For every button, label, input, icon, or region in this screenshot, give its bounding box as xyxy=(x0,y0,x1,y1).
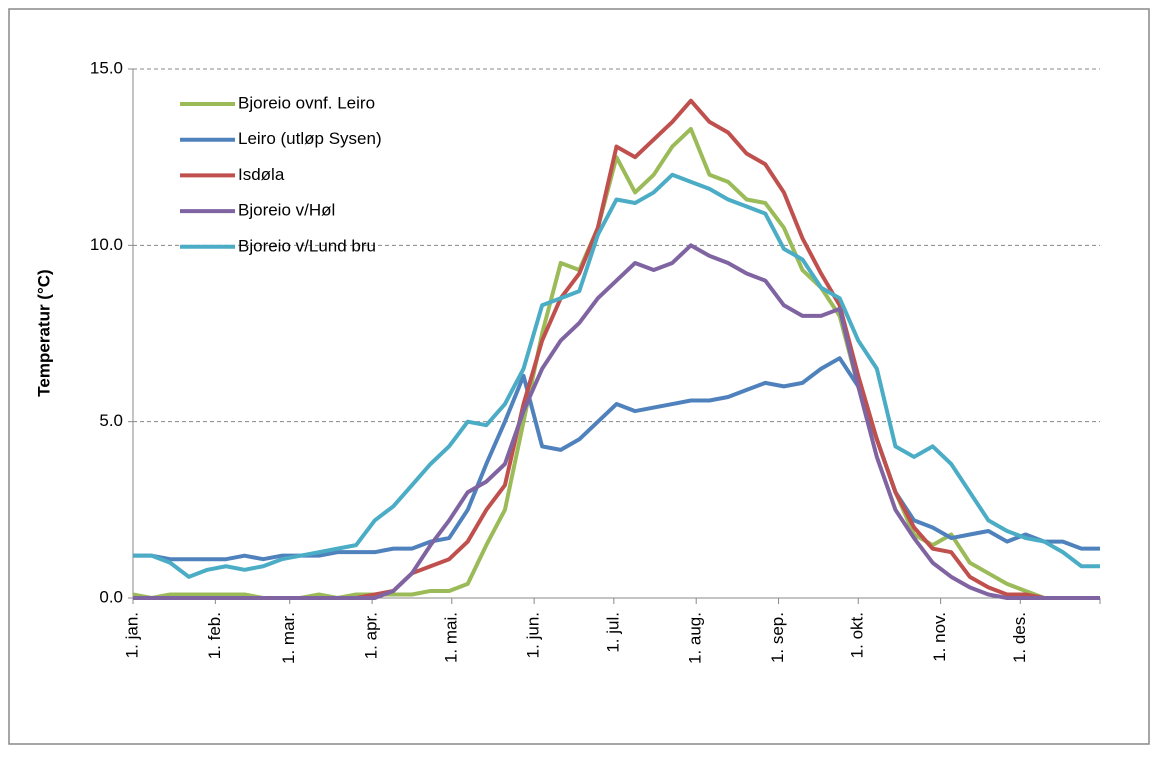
legend-label: Leiro (utløp Sysen) xyxy=(238,129,382,148)
series-line xyxy=(133,172,1100,579)
x-tick-label: 1. jul. xyxy=(603,612,622,653)
series-line xyxy=(133,243,1100,600)
x-tick-label: 1. jun. xyxy=(524,612,543,658)
x-tick-label: 1. mai. xyxy=(441,612,460,663)
y-axis-label: Temperatur (°C) xyxy=(34,269,53,396)
x-tick-label: 1. apr. xyxy=(362,612,381,659)
x-tick-label: 1. jan. xyxy=(122,612,141,658)
chart-frame xyxy=(8,8,1150,745)
legend-label: Bjoreio v/Høl xyxy=(238,201,335,220)
x-tick-label: 1. des. xyxy=(1010,612,1029,663)
y-tick-label: 15.0 xyxy=(90,58,123,77)
x-tick-label: 1. nov. xyxy=(930,612,949,662)
x-tick-label: 1. okt. xyxy=(848,612,867,658)
y-tick-label: 0.0 xyxy=(99,587,123,606)
y-tick-label: 10.0 xyxy=(90,235,123,254)
x-tick-label: 1. mar. xyxy=(279,612,298,664)
y-tick-label: 5.0 xyxy=(99,411,123,430)
legend-label: Bjoreio v/Lund bru xyxy=(238,236,376,255)
legend-label: Isdøla xyxy=(238,165,285,184)
legend-label: Bjoreio ovnf. Leiro xyxy=(238,93,375,112)
x-tick-label: 1. feb. xyxy=(205,612,224,659)
x-tick-label: 1. aug. xyxy=(686,612,705,664)
x-tick-label: 1. sep. xyxy=(768,612,787,663)
